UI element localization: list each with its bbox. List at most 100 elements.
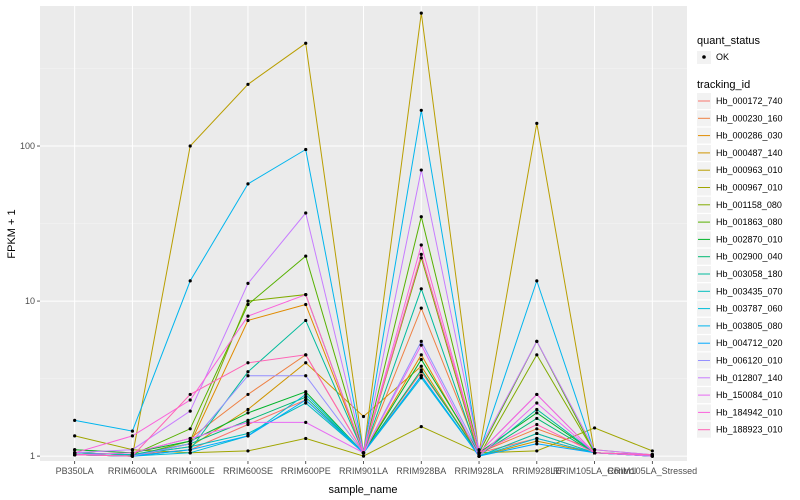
data-point — [304, 302, 308, 307]
data-point — [304, 401, 308, 405]
data-point — [477, 454, 481, 458]
data-point — [535, 401, 539, 405]
data-point — [304, 436, 308, 441]
x-axis-title: sample_name — [328, 484, 397, 496]
x-tick-label: RRIM600SE — [223, 466, 273, 476]
data-point — [419, 339, 423, 343]
data-point — [535, 407, 539, 412]
legend-title-tracking-id: tracking_id — [697, 79, 750, 91]
data-point — [535, 431, 539, 436]
data-point — [361, 454, 366, 458]
data-point — [535, 436, 539, 441]
data-point — [304, 398, 308, 402]
y-tick-label: 1 — [30, 451, 35, 461]
legend-label-hb-003435-070: Hb_003435_070 — [716, 286, 783, 296]
legend-label-hb-003058-180: Hb_003058_180 — [716, 269, 783, 279]
x-tick-label: RRIM901LA — [339, 466, 388, 476]
data-point — [477, 451, 481, 455]
data-point — [130, 451, 135, 455]
data-point — [304, 392, 308, 397]
x-tick-label: RRIM105LA_Stressed — [608, 466, 698, 476]
data-point — [592, 426, 597, 430]
data-point — [188, 436, 192, 441]
data-point — [304, 211, 308, 215]
data-point — [419, 364, 423, 368]
data-point — [246, 420, 250, 424]
x-tick-label: RRIM600PE — [281, 466, 331, 476]
x-axis-ticks: PB350LA RRIM600LA RRIM600LE RRIM600SE RRIM60… — [56, 461, 697, 476]
data-point — [419, 343, 423, 347]
data-point — [304, 41, 308, 45]
data-points — [73, 11, 654, 458]
data-point — [73, 453, 77, 457]
x-tick-label: RRIM600LA — [108, 466, 157, 476]
data-point — [188, 448, 192, 452]
y-tick-label: 100 — [20, 141, 35, 151]
data-point — [246, 318, 250, 323]
data-point — [419, 374, 423, 378]
x-tick-label: RRIM105LA_Control — [553, 466, 636, 476]
data-point — [535, 422, 539, 427]
data-point — [535, 411, 539, 415]
data-point — [419, 256, 423, 260]
data-point — [592, 448, 597, 452]
data-point — [592, 451, 597, 455]
data-point — [304, 293, 308, 297]
y-axis-title: FPKM + 1 — [6, 209, 18, 258]
data-point — [246, 370, 250, 374]
data-point — [419, 168, 423, 172]
data-point — [535, 279, 539, 283]
data-point — [304, 361, 308, 365]
legend-label-hb-000172-740: Hb_000172_740 — [716, 96, 783, 106]
y-tick-label: 10 — [25, 296, 35, 306]
legend-label-hb-150084-010: Hb_150084_010 — [716, 390, 783, 400]
data-point — [304, 374, 308, 378]
data-point — [188, 409, 192, 413]
data-point — [304, 147, 308, 152]
data-point — [246, 299, 250, 303]
data-point — [650, 449, 654, 453]
data-point — [361, 414, 366, 419]
legend-label-hb-000286-030: Hb_000286_030 — [716, 131, 783, 141]
data-point — [419, 287, 423, 291]
data-point — [188, 398, 192, 402]
data-point — [246, 82, 250, 86]
legend-label-hb-012807-140: Hb_012807_140 — [716, 373, 783, 383]
data-point — [477, 448, 481, 452]
x-tick-label: RRIM928LA — [455, 466, 504, 476]
x-tick-label: RRIM928BA — [396, 466, 446, 476]
legend-label-hb-000230-160: Hb_000230_160 — [716, 113, 783, 123]
legend-key-point — [702, 55, 706, 59]
legend-label-hb-006120-010: Hb_006120_010 — [716, 356, 783, 366]
data-point — [188, 427, 192, 431]
legend-label-hb-184942-010: Hb_184942_010 — [716, 407, 783, 417]
data-point — [246, 449, 250, 453]
data-point — [304, 254, 308, 258]
data-point — [246, 431, 250, 436]
data-point — [130, 429, 135, 433]
data-point — [304, 395, 308, 399]
data-point — [419, 252, 423, 256]
legend-label-hb-188923-010: Hb_188923_010 — [716, 425, 783, 435]
data-point — [73, 418, 77, 422]
data-point — [188, 144, 192, 148]
data-point — [246, 411, 250, 415]
data-point — [246, 361, 250, 365]
x-tick-label: PB350LA — [56, 466, 94, 476]
data-point — [246, 374, 250, 378]
data-point — [535, 339, 539, 343]
legend-label-hb-000967-010: Hb_000967_010 — [716, 183, 783, 193]
data-point — [188, 451, 192, 455]
x-tick-label: RRIM600LE — [166, 466, 215, 476]
data-point — [188, 439, 192, 443]
data-point — [188, 392, 192, 397]
gridlines — [40, 6, 687, 461]
data-point — [304, 420, 308, 424]
data-point — [246, 302, 250, 307]
data-point — [419, 357, 423, 362]
data-point — [650, 453, 654, 457]
data-point — [419, 306, 423, 310]
data-point — [304, 353, 308, 357]
legend-label-hb-002870-010: Hb_002870_010 — [716, 234, 783, 244]
